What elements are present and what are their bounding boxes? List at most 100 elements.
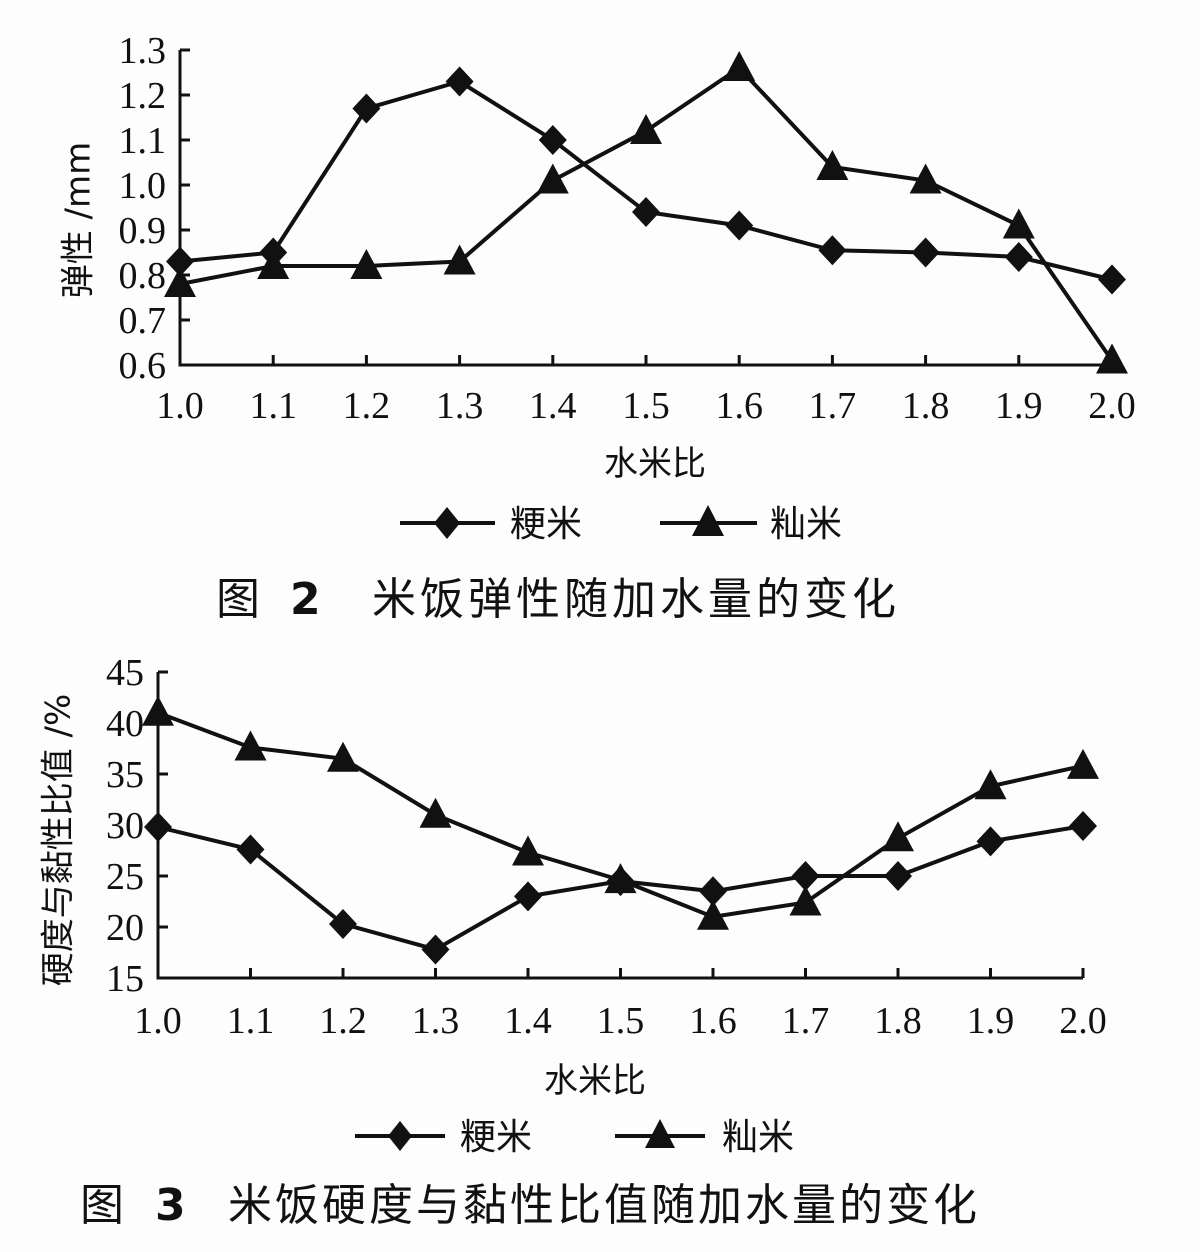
diamond-marker-icon (166, 246, 194, 277)
diamond-marker-icon (911, 237, 940, 268)
y-tick-label: 0.7 (119, 300, 167, 342)
y-tick-label: 15 (106, 958, 144, 1000)
diamond-marker-icon (388, 1121, 412, 1151)
legend-item-indica: 籼米 (660, 504, 842, 545)
triangle-marker-icon (909, 163, 942, 194)
legend-label-indica: 籼米 (722, 1117, 794, 1158)
triangle-marker-icon (350, 249, 383, 279)
y-tick-label: 1.1 (119, 120, 167, 162)
x-tick-label: 2.0 (1088, 385, 1136, 427)
triangle-marker-icon (536, 163, 569, 194)
legend-label-japonica: 粳米 (510, 504, 582, 545)
legend-item-japonica: 粳米 (355, 1117, 532, 1158)
x-tick-label: 1.4 (504, 1000, 552, 1042)
diamond-marker-icon (236, 834, 265, 865)
figure-3-y-axis-title: 硬度与黏性比值 /% (39, 694, 79, 987)
triangle-marker-icon (974, 769, 1007, 800)
y-tick-label: 20 (106, 907, 144, 949)
triangle-marker-icon (234, 730, 267, 761)
x-tick-label: 1.7 (809, 385, 857, 427)
x-tick-label: 1.5 (597, 1000, 645, 1042)
diamond-marker-icon (632, 197, 660, 227)
triangle-marker-icon (645, 1119, 675, 1148)
axis-lines (178, 50, 1112, 367)
y-tick-label: 35 (106, 754, 144, 796)
diamond-marker-icon (144, 812, 172, 843)
figure-3-x-axis-title: 水米比 (544, 1061, 646, 1101)
triangle-marker-icon (419, 797, 452, 828)
x-tick-label: 1.6 (689, 1000, 737, 1042)
triangle-marker-icon (327, 741, 359, 772)
x-tick-label: 1.6 (715, 385, 763, 427)
legend-item-indica: 籼米 (615, 1117, 794, 1158)
diamond-marker-icon (329, 908, 357, 939)
diamond-marker-icon (1069, 811, 1097, 842)
triangle-marker-icon (142, 695, 174, 726)
triangle-marker-icon (692, 505, 724, 536)
figure-2-series (164, 51, 1128, 374)
x-tick-label: 1.1 (249, 385, 297, 427)
y-tick-label: 1.0 (119, 165, 167, 207)
x-tick-label: 1.7 (782, 1000, 830, 1042)
triangle-marker-icon (882, 821, 914, 852)
y-tick-label: 0.8 (119, 255, 167, 297)
triangle-marker-icon (697, 899, 729, 930)
diamond-marker-icon (1004, 242, 1033, 272)
caption-number: 2 (290, 574, 321, 625)
caption-prefix: 图 (216, 574, 260, 625)
y-tick-label: 45 (106, 652, 144, 694)
diamond-marker-icon (976, 826, 1005, 857)
x-tick-label: 1.4 (529, 385, 577, 427)
legend-label-indica: 籼米 (770, 504, 842, 545)
triangle-marker-icon (1067, 748, 1099, 779)
diamond-marker-icon (699, 876, 727, 907)
diamond-marker-icon (445, 66, 474, 97)
figure-3-caption: 图 3 米饭硬度与黏性比值随加水量的变化 (80, 1180, 980, 1231)
y-tick-label: 0.6 (119, 345, 167, 387)
figure-2-elasticity-chart: 0.60.70.80.91.01.11.21.31.0 1.1 1.2 1.3 1.4 1… (59, 30, 1136, 625)
diamond-marker-icon (1098, 264, 1126, 295)
x-tick-label: 1.0 (156, 385, 204, 427)
triangle-marker-icon (1096, 343, 1128, 374)
x-tick-label: 1.9 (967, 1000, 1015, 1042)
figure-2-x-axis-title: 水米比 (604, 444, 706, 484)
y-tick-label: 40 (106, 703, 144, 745)
x-tick-label: 1.0 (134, 1000, 182, 1042)
x-tick-label: 1.3 (436, 385, 484, 427)
triangle-marker-icon (257, 249, 290, 279)
x-tick-label: 1.2 (319, 1000, 367, 1042)
triangle-marker-icon (443, 244, 476, 275)
diamond-marker-icon (514, 881, 542, 912)
x-tick-label: 1.3 (412, 1000, 460, 1042)
triangle-marker-icon (512, 835, 544, 866)
figure-3-legend: 粳米 籼米 (355, 1117, 794, 1158)
legend-item-japonica: 粳米 (400, 504, 582, 545)
caption-number: 3 (155, 1180, 186, 1231)
y-tick-label: 0.9 (119, 210, 167, 252)
x-tick-label: 1.2 (343, 385, 391, 427)
x-tick-label: 2.0 (1059, 1000, 1107, 1042)
y-tick-label: 1.2 (119, 75, 167, 117)
x-tick-label: 1.8 (902, 385, 950, 427)
triangle-marker-icon (816, 150, 849, 180)
caption-text: 米饭硬度与黏性比值随加水量的变化 (228, 1180, 980, 1231)
series-indica (142, 695, 1099, 930)
triangle-marker-icon (604, 863, 637, 894)
y-tick-label: 30 (106, 805, 144, 847)
caption-text: 米饭弹性随加水量的变化 (372, 574, 900, 625)
x-tick-label: 1.5 (622, 385, 670, 427)
diamond-marker-icon (434, 507, 460, 539)
triangle-marker-icon (723, 51, 756, 81)
caption-prefix: 图 (80, 1180, 124, 1231)
axis-lines (156, 672, 1083, 980)
triangle-marker-icon (789, 885, 822, 916)
figure-3-series (142, 695, 1099, 965)
series-japonica (166, 66, 1126, 295)
diamond-marker-icon (725, 210, 754, 241)
x-tick-label: 1.1 (227, 1000, 275, 1042)
diamond-marker-icon (884, 861, 912, 891)
legend-label-japonica: 粳米 (460, 1117, 532, 1158)
figure-2-caption: 图 2 米饭弹性随加水量的变化 (216, 574, 900, 625)
series-indica (164, 51, 1128, 374)
